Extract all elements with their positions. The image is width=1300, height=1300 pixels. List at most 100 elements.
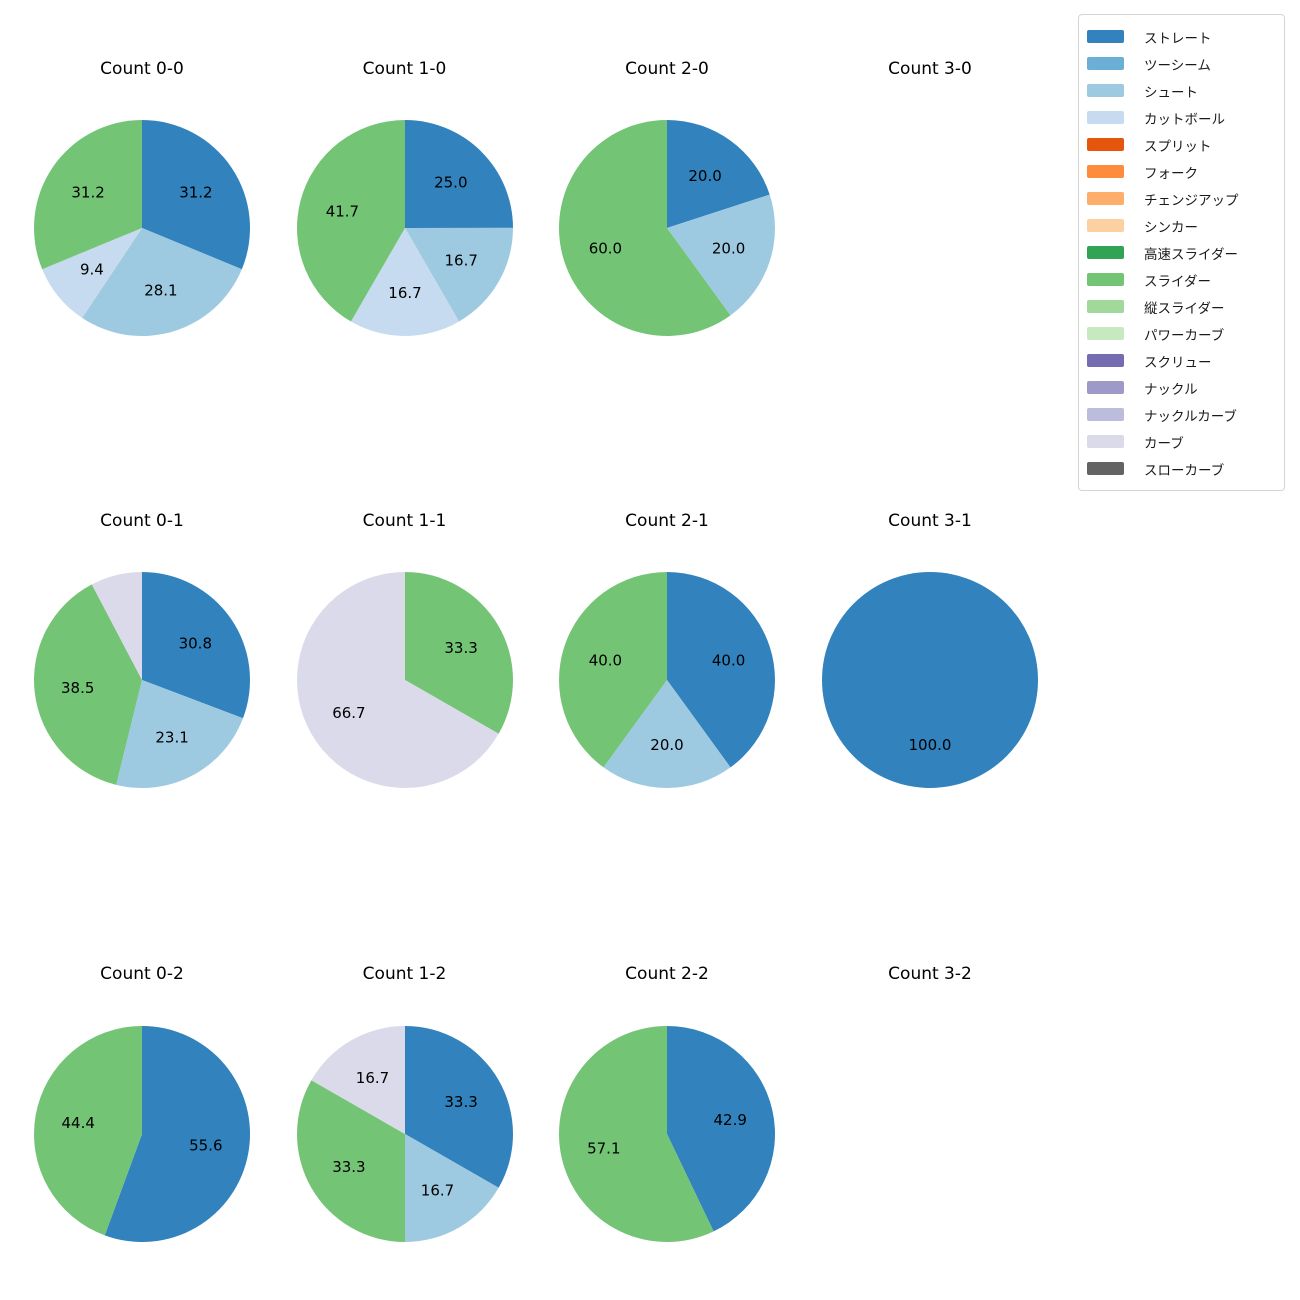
chart-title: Count 2-1 (625, 511, 709, 531)
legend-item-label: シュート (1144, 84, 1198, 101)
pie-slice-percent-label: 42.9 (713, 1111, 746, 1129)
pie-slice (404, 1026, 513, 1188)
pie-chart: 25.0 16.7 16.7 41.7 (296, 120, 513, 336)
chart-title: Count 0-2 (100, 964, 184, 984)
legend-item: パワーカーブ (1087, 320, 1278, 347)
legend-swatch-icon (1087, 327, 1124, 340)
pie-slice-percent-label: 9.4 (80, 260, 104, 278)
pie-chart: 31.2 28.1 9.4 31.2 (33, 120, 251, 337)
legend-item-label: 高速スライダー (1144, 246, 1238, 263)
pie-slice-percent-label: 20.0 (688, 167, 721, 185)
legend-item: 高速スライダー (1087, 239, 1278, 266)
legend: ストレート ツーシーム シュート カットボール スプリット フォーク チェンジアップ シンカー… (1078, 14, 1285, 491)
legend-item: ナックル (1087, 374, 1278, 401)
legend-swatch-icon (1087, 435, 1124, 448)
legend-swatch-icon (1087, 354, 1124, 367)
legend-item-label: カットボール (1144, 111, 1225, 128)
pie-slice (142, 572, 250, 719)
pie-slice (82, 228, 242, 337)
legend-item-label: フォーク (1144, 165, 1198, 182)
legend-item-label: スライダー (1144, 273, 1211, 290)
pie-slice (667, 194, 775, 316)
pie-slice (296, 572, 499, 788)
pie-slice-percent-label: 60.0 (589, 239, 622, 257)
pie-slice (34, 584, 142, 785)
chart-title: Count 0-1 (100, 511, 184, 531)
pie-slice-percent-label: 16.7 (444, 252, 477, 270)
pie-slice-percent-label: 30.8 (179, 634, 212, 652)
legend-swatch-icon (1087, 138, 1124, 151)
pie-slice (91, 572, 142, 680)
legend-swatch-icon (1087, 246, 1124, 259)
legend-swatch-icon (1087, 165, 1124, 178)
legend-swatch-icon (1087, 30, 1124, 43)
pie-slice-percent-label: 44.4 (61, 1114, 94, 1132)
chart-title: Count 3-2 (888, 964, 972, 984)
legend-item-label: パワーカーブ (1144, 327, 1225, 344)
legend-swatch-icon (1087, 219, 1124, 232)
pie-slice-percent-label: 33.3 (444, 1093, 477, 1111)
pie-slice-percent-label: 40.0 (712, 651, 745, 669)
pie-chart: 100.0 (822, 572, 1038, 788)
chart-title: Count 0-0 (100, 59, 184, 79)
pie-slice-percent-label: 55.6 (189, 1137, 222, 1155)
pie-slice (559, 1026, 714, 1242)
legend-swatch-icon (1087, 57, 1124, 70)
pie-slice (34, 1026, 142, 1236)
legend-item: シュート (1087, 77, 1278, 104)
pie-slice (296, 1080, 405, 1242)
legend-item-label: 縦スライダー (1144, 300, 1225, 317)
legend-swatch-icon (1087, 300, 1124, 313)
legend-swatch-icon (1087, 192, 1124, 205)
pie-slice-percent-label: 31.2 (71, 183, 104, 201)
pie-slice (404, 572, 513, 734)
legend-item: スプリット (1087, 131, 1278, 158)
pie-slice-percent-label: 40.0 (589, 651, 622, 669)
legend-swatch-icon (1087, 111, 1124, 124)
pie-slice (667, 1026, 776, 1232)
chart-title: Count 3-0 (888, 59, 972, 79)
pie-slice (404, 120, 513, 228)
pie-slice (822, 572, 1038, 788)
legend-item: 縦スライダー (1087, 293, 1278, 320)
legend-item: チェンジアップ (1087, 185, 1278, 212)
pie-slice (310, 1026, 405, 1134)
pie-chart: 30.8 23.1 38.5 (34, 572, 250, 788)
chart-title: Count 1-2 (362, 964, 447, 984)
legend-item-label: ストレート (1144, 30, 1212, 47)
pie-slice-percent-label: 33.3 (444, 639, 477, 657)
pie-slice (559, 572, 667, 768)
pie-slice (142, 120, 251, 270)
legend-item: カーブ (1087, 428, 1278, 455)
legend-item-label: ナックル (1144, 381, 1198, 398)
pie-slice (296, 120, 405, 322)
pie-slice (667, 120, 770, 228)
pie-slice-percent-label: 41.7 (325, 202, 358, 220)
pie-slice-percent-label: 100.0 (909, 736, 952, 754)
pie-slice-percent-label: 23.1 (155, 729, 188, 747)
chart-title: Count 1-0 (362, 59, 447, 79)
legend-item-label: スクリュー (1144, 354, 1212, 371)
pie-chart: 40.0 20.0 40.0 (559, 572, 775, 788)
legend-item: ストレート (1087, 23, 1278, 50)
pie-slice (667, 572, 775, 768)
pie-slice-percent-label: 16.7 (388, 284, 421, 302)
pie-slice (603, 680, 731, 788)
legend-swatch-icon (1087, 273, 1124, 286)
legend-item: スライダー (1087, 266, 1278, 293)
legend-item-label: カーブ (1144, 435, 1184, 452)
pie-slice (404, 1134, 499, 1242)
chart-title: Count 2-0 (625, 59, 709, 79)
chart-title: Count 2-2 (625, 964, 709, 984)
legend-item: シンカー (1087, 212, 1278, 239)
pie-slice-percent-label: 33.3 (332, 1158, 365, 1176)
pie-chart: 33.3 16.7 33.3 16.7 (296, 1026, 513, 1242)
pie-slice-percent-label: 31.2 (179, 183, 212, 201)
pie-slice-percent-label: 16.7 (355, 1069, 388, 1087)
legend-item-label: ナックルカーブ (1144, 408, 1237, 425)
pie-slice (33, 120, 142, 270)
legend-item-label: スローカーブ (1144, 462, 1225, 479)
pie-chart: 55.6 44.4 (34, 1026, 251, 1242)
pie-slice (42, 228, 142, 318)
pie-slice-percent-label: 16.7 (420, 1181, 453, 1199)
